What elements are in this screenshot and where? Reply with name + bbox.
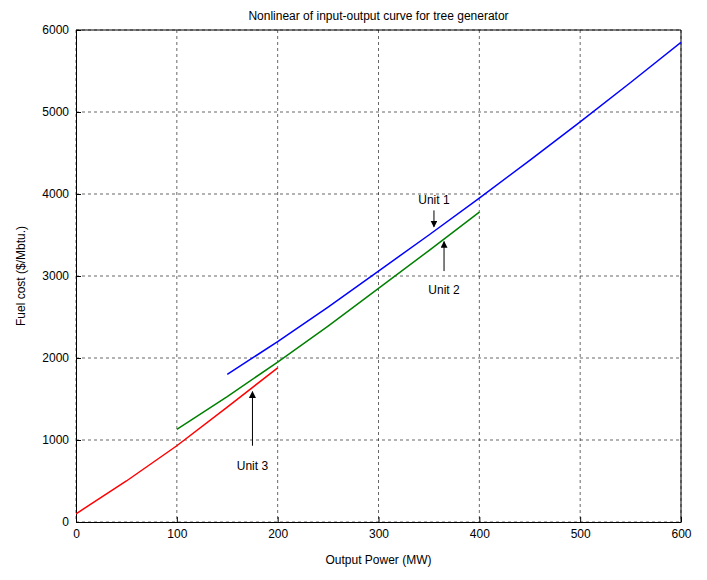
x-tick-mark: [479, 517, 480, 522]
y-tick-mark: [76, 358, 81, 359]
annotation-label: Unit 2: [428, 283, 460, 297]
y-tick-label: 2000: [42, 351, 69, 365]
x-axis-line: [77, 522, 682, 523]
chart: 0100200300400500600010002000300040005000…: [0, 0, 707, 580]
y-tick-label: 4000: [42, 187, 69, 201]
y-tick-mark: [76, 112, 81, 113]
x-tick-mark: [580, 517, 581, 522]
y-tick: 5000: [42, 105, 81, 119]
y-tick: 1000: [42, 433, 81, 447]
y-tick: 0: [62, 515, 81, 529]
plot-background: [76, 30, 681, 522]
x-tick: 500: [571, 517, 591, 541]
x-tick-label: 500: [571, 527, 591, 541]
y-axis-title: Fuel cost ($/Mbtu.): [14, 226, 28, 326]
series-line: [177, 212, 480, 429]
grid-line-y: [76, 358, 681, 359]
y-tick: 4000: [42, 187, 81, 201]
annotations: Unit 1 Unit 2 Unit 3: [237, 193, 460, 473]
grid-line-y: [76, 276, 681, 277]
x-tick: 400: [470, 517, 490, 541]
grid-line-x: [277, 30, 278, 522]
y-tick: 2000: [42, 351, 81, 365]
x-axis-title: Output Power (MW): [325, 553, 431, 567]
x-tick-label: 100: [167, 527, 187, 541]
x-tick-label: 600: [671, 527, 691, 541]
x-tick: 600: [671, 517, 691, 541]
plot-area: 0100200300400500600010002000300040005000…: [42, 23, 692, 540]
grid-line-y: [76, 112, 681, 113]
y-tick-label: 3000: [42, 269, 69, 283]
annotation-arrow: [252, 392, 253, 446]
y-tick-mark: [76, 522, 81, 523]
y-axis: 0 1000 2000 3000 4000 5000 6000: [42, 23, 81, 529]
grid-line-y: [76, 194, 681, 195]
series-line: [76, 368, 278, 514]
grid-line-y: [76, 30, 681, 31]
grid-line-y: [76, 440, 681, 441]
x-tick-label: 300: [369, 527, 389, 541]
y-tick-label: 0: [62, 515, 69, 529]
x-tick: 200: [268, 517, 288, 541]
y-tick-label: 5000: [42, 105, 69, 119]
x-tick-label: 0: [73, 527, 80, 541]
x-tick-mark: [379, 517, 380, 522]
annotation-arrow: [433, 210, 434, 226]
x-tick-mark: [177, 517, 178, 522]
grid-line-x: [681, 30, 682, 522]
annotation-label: Unit 1: [418, 193, 450, 207]
grid-line-x: [176, 30, 177, 522]
x-tick: 300: [369, 517, 389, 541]
series-line: [227, 42, 681, 374]
y-tick-label: 1000: [42, 433, 69, 447]
grid: [76, 30, 681, 522]
chart-title: Nonlinear of input-output curve for tree…: [248, 9, 508, 23]
y-tick: 3000: [42, 269, 81, 283]
y-tick-mark: [76, 276, 81, 277]
x-tick-mark: [278, 517, 279, 522]
x-tick: 100: [167, 517, 187, 541]
y-tick: 6000: [42, 23, 81, 37]
x-tick-label: 400: [470, 527, 490, 541]
x-axis: 0 100 200 300 400 500 600: [73, 517, 692, 541]
y-tick-label: 6000: [42, 23, 69, 37]
y-tick-mark: [76, 194, 81, 195]
annotation-label: Unit 3: [237, 459, 269, 473]
frame-top: [76, 30, 681, 31]
annotation-arrow: [444, 242, 445, 272]
series-group: [76, 42, 681, 514]
x-tick-label: 200: [268, 527, 288, 541]
frame-right: [681, 30, 682, 522]
y-tick-mark: [76, 440, 81, 441]
